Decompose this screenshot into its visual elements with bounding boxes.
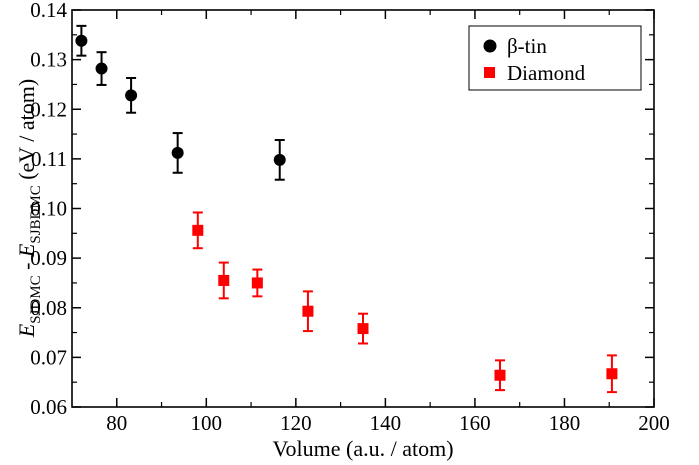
data-point-diamond: [192, 224, 204, 236]
y-tick-label: 0.06: [30, 395, 67, 419]
y-tick-label: 0.12: [30, 97, 67, 121]
data-point-beta-tin: [125, 89, 138, 102]
legend: β-tin Diamond: [468, 25, 642, 91]
x-axis-ticks: 80 100 120 140 160 180 200: [106, 10, 670, 435]
legend-label-diamond: Diamond: [507, 61, 586, 85]
y-tick-label: 0.09: [30, 246, 67, 270]
y-axis-title: ESJDMC - ESJBDMC (eV / atom): [14, 79, 44, 338]
data-point-diamond: [302, 305, 314, 317]
y-axis-ticks: 0.06 0.07 0.08 0.09 0.10 0.11 0.12 0.13 0.14: [30, 0, 654, 419]
x-tick-label: 120: [280, 411, 312, 435]
legend-marker-diamond: [484, 67, 495, 78]
legend-label-beta-tin: β-tin: [507, 34, 547, 58]
y-tick-label: 0.10: [30, 197, 67, 221]
legend-box: [468, 25, 642, 91]
x-axis-title: Volume (a.u. / atom): [272, 436, 453, 461]
data-point-diamond: [357, 323, 369, 335]
plot-layer: [75, 24, 618, 394]
y-tick-label: 0.11: [31, 147, 67, 171]
y-tick-label: 0.13: [30, 48, 67, 72]
x-tick-label: 200: [638, 411, 670, 435]
y-tick-label: 0.07: [30, 345, 67, 369]
data-point-beta-tin: [273, 153, 286, 166]
x-tick-label: 160: [459, 411, 491, 435]
x-tick-label: 140: [370, 411, 402, 435]
data-point-diamond: [606, 368, 618, 380]
legend-marker-beta-tin: [483, 39, 497, 53]
y-tick-label: 0.08: [30, 296, 67, 320]
data-point-beta-tin: [171, 146, 184, 159]
data-point-beta-tin: [75, 34, 88, 47]
data-point-beta-tin: [95, 62, 108, 75]
y-tick-label: 0.14: [30, 0, 67, 22]
x-tick-label: 180: [549, 411, 581, 435]
x-tick-label: 100: [191, 411, 223, 435]
data-point-diamond: [251, 277, 263, 289]
data-point-diamond: [494, 369, 506, 381]
data-point-diamond: [218, 274, 230, 286]
x-tick-label: 80: [106, 411, 127, 435]
